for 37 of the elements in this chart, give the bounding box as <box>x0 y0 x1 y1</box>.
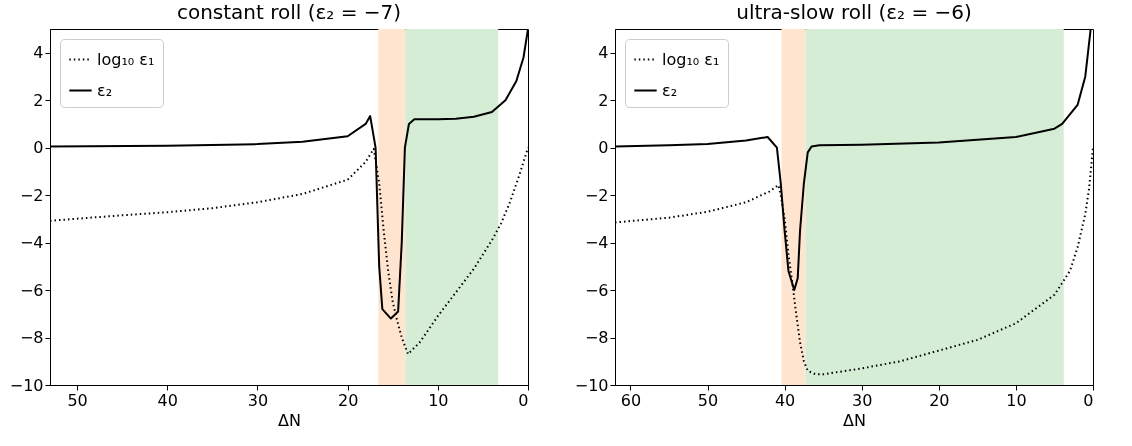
y-tick-label: −4 <box>19 233 44 253</box>
x-axis-title: ΔN <box>278 410 301 430</box>
y-tick-label: −2 <box>584 185 609 205</box>
legend-label: ε₂ <box>97 80 113 100</box>
x-tick-label: 0 <box>518 390 529 410</box>
x-tick-label: 10 <box>1006 390 1027 410</box>
x-tick-label: 20 <box>929 390 950 410</box>
x-axis-title: ΔN <box>843 410 866 430</box>
x-tick-label: 30 <box>247 390 269 410</box>
chart-title: ultra-slow roll (ε₂ = −6) <box>736 0 972 24</box>
legend-label: ε₂ <box>662 80 678 100</box>
x-tick-label: 20 <box>337 390 359 410</box>
x-tick-label: 10 <box>428 390 449 410</box>
x-tick-label: 40 <box>157 390 178 410</box>
legend-label: log₁₀ ε₁ <box>662 49 720 69</box>
y-tick-label: 4 <box>598 43 609 63</box>
legend-label: log₁₀ ε₁ <box>97 49 155 69</box>
y-tick-label: 2 <box>33 90 44 110</box>
y-tick-label: −6 <box>584 280 609 300</box>
x-tick-label: 0 <box>1083 390 1094 410</box>
y-tick-label: −10 <box>574 375 609 395</box>
y-tick-label: −8 <box>584 328 609 348</box>
y-tick-label: −2 <box>19 185 44 205</box>
x-tick-label: 60 <box>620 390 642 410</box>
x-tick-label: 40 <box>774 390 796 410</box>
x-tick-label: 50 <box>697 390 719 410</box>
y-tick-label: 0 <box>598 138 609 158</box>
y-tick-label: 4 <box>33 43 44 63</box>
y-tick-label: 2 <box>598 90 609 110</box>
y-tick-label: −4 <box>584 233 609 253</box>
x-tick-label: 30 <box>852 390 873 410</box>
y-tick-label: 0 <box>33 138 44 158</box>
y-tick-label: −6 <box>19 280 44 300</box>
chart-title: constant roll (ε₂ = −7) <box>176 0 402 24</box>
x-tick-label: 50 <box>67 390 88 410</box>
y-tick-label: −10 <box>9 375 44 395</box>
y-tick-label: −8 <box>19 328 44 348</box>
